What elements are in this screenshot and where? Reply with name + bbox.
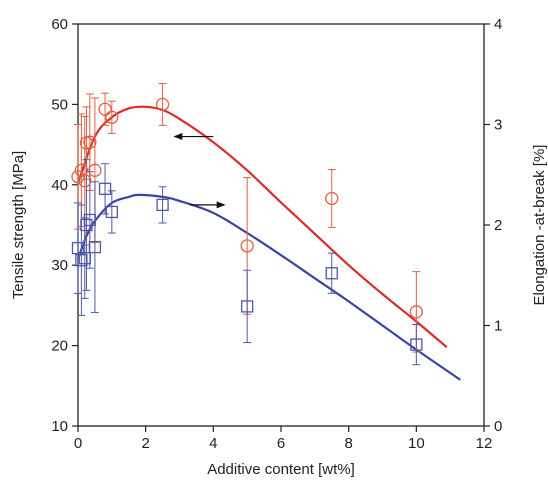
square-marker bbox=[325, 267, 338, 280]
square-marker bbox=[410, 338, 423, 351]
x-tick-label: 10 bbox=[408, 435, 425, 452]
circle-marker bbox=[88, 163, 102, 177]
square-marker bbox=[83, 213, 96, 227]
circle-marker bbox=[325, 191, 339, 206]
square-marker bbox=[98, 182, 112, 195]
circle-marker bbox=[105, 110, 119, 124]
y2-tick-label: 2 bbox=[494, 217, 502, 234]
y2-tick-label: 0 bbox=[494, 418, 502, 435]
left-arrowhead-icon bbox=[173, 133, 183, 141]
right-arrowhead-icon bbox=[216, 201, 226, 209]
x-tick-label: 8 bbox=[344, 435, 352, 452]
y-tick-label: 20 bbox=[51, 338, 68, 355]
square-marker bbox=[75, 254, 88, 267]
fit-curves bbox=[76, 105, 461, 381]
square-marker bbox=[78, 252, 91, 265]
y2-axis-title: Elongation -at-break [%] bbox=[531, 145, 548, 306]
plot-frame bbox=[77, 23, 485, 427]
square-marker bbox=[156, 198, 169, 212]
x-axis-title: Additive content [wt%] bbox=[207, 461, 355, 478]
circle-marker bbox=[83, 135, 97, 149]
square-marker bbox=[88, 240, 102, 254]
x-tick-label: 6 bbox=[277, 435, 285, 452]
y2-tick-label: 3 bbox=[494, 117, 502, 134]
data-markers bbox=[71, 97, 423, 351]
y-tick-label: 30 bbox=[51, 257, 68, 274]
error-bars bbox=[74, 82, 421, 366]
circle-marker bbox=[78, 174, 92, 188]
circle-marker bbox=[155, 97, 170, 112]
y2-tick-label: 4 bbox=[494, 16, 502, 33]
x-tick-label: 4 bbox=[209, 435, 217, 452]
square-marker bbox=[71, 241, 85, 255]
x-tick-label: 0 bbox=[74, 435, 82, 452]
y-tick-label: 10 bbox=[51, 418, 68, 435]
square-fit-curve bbox=[76, 193, 461, 381]
y-axis-title: Tensile strength [MPa] bbox=[10, 151, 27, 299]
circle-marker bbox=[409, 305, 423, 319]
circle-fit-curve bbox=[76, 105, 448, 349]
circle-marker bbox=[98, 102, 112, 116]
axis-arrows bbox=[173, 133, 226, 209]
circle-marker bbox=[71, 170, 85, 184]
circle-marker bbox=[240, 239, 254, 253]
y-tick-label: 60 bbox=[51, 16, 68, 33]
y-tick-label: 50 bbox=[51, 96, 68, 113]
x-tick-label: 12 bbox=[476, 435, 493, 452]
square-marker bbox=[241, 300, 254, 313]
y-tick-label: 40 bbox=[51, 177, 68, 194]
x-tick-label: 2 bbox=[141, 435, 149, 452]
square-marker bbox=[105, 205, 118, 219]
y2-tick-label: 1 bbox=[494, 318, 502, 335]
axis-ticks bbox=[72, 23, 490, 432]
